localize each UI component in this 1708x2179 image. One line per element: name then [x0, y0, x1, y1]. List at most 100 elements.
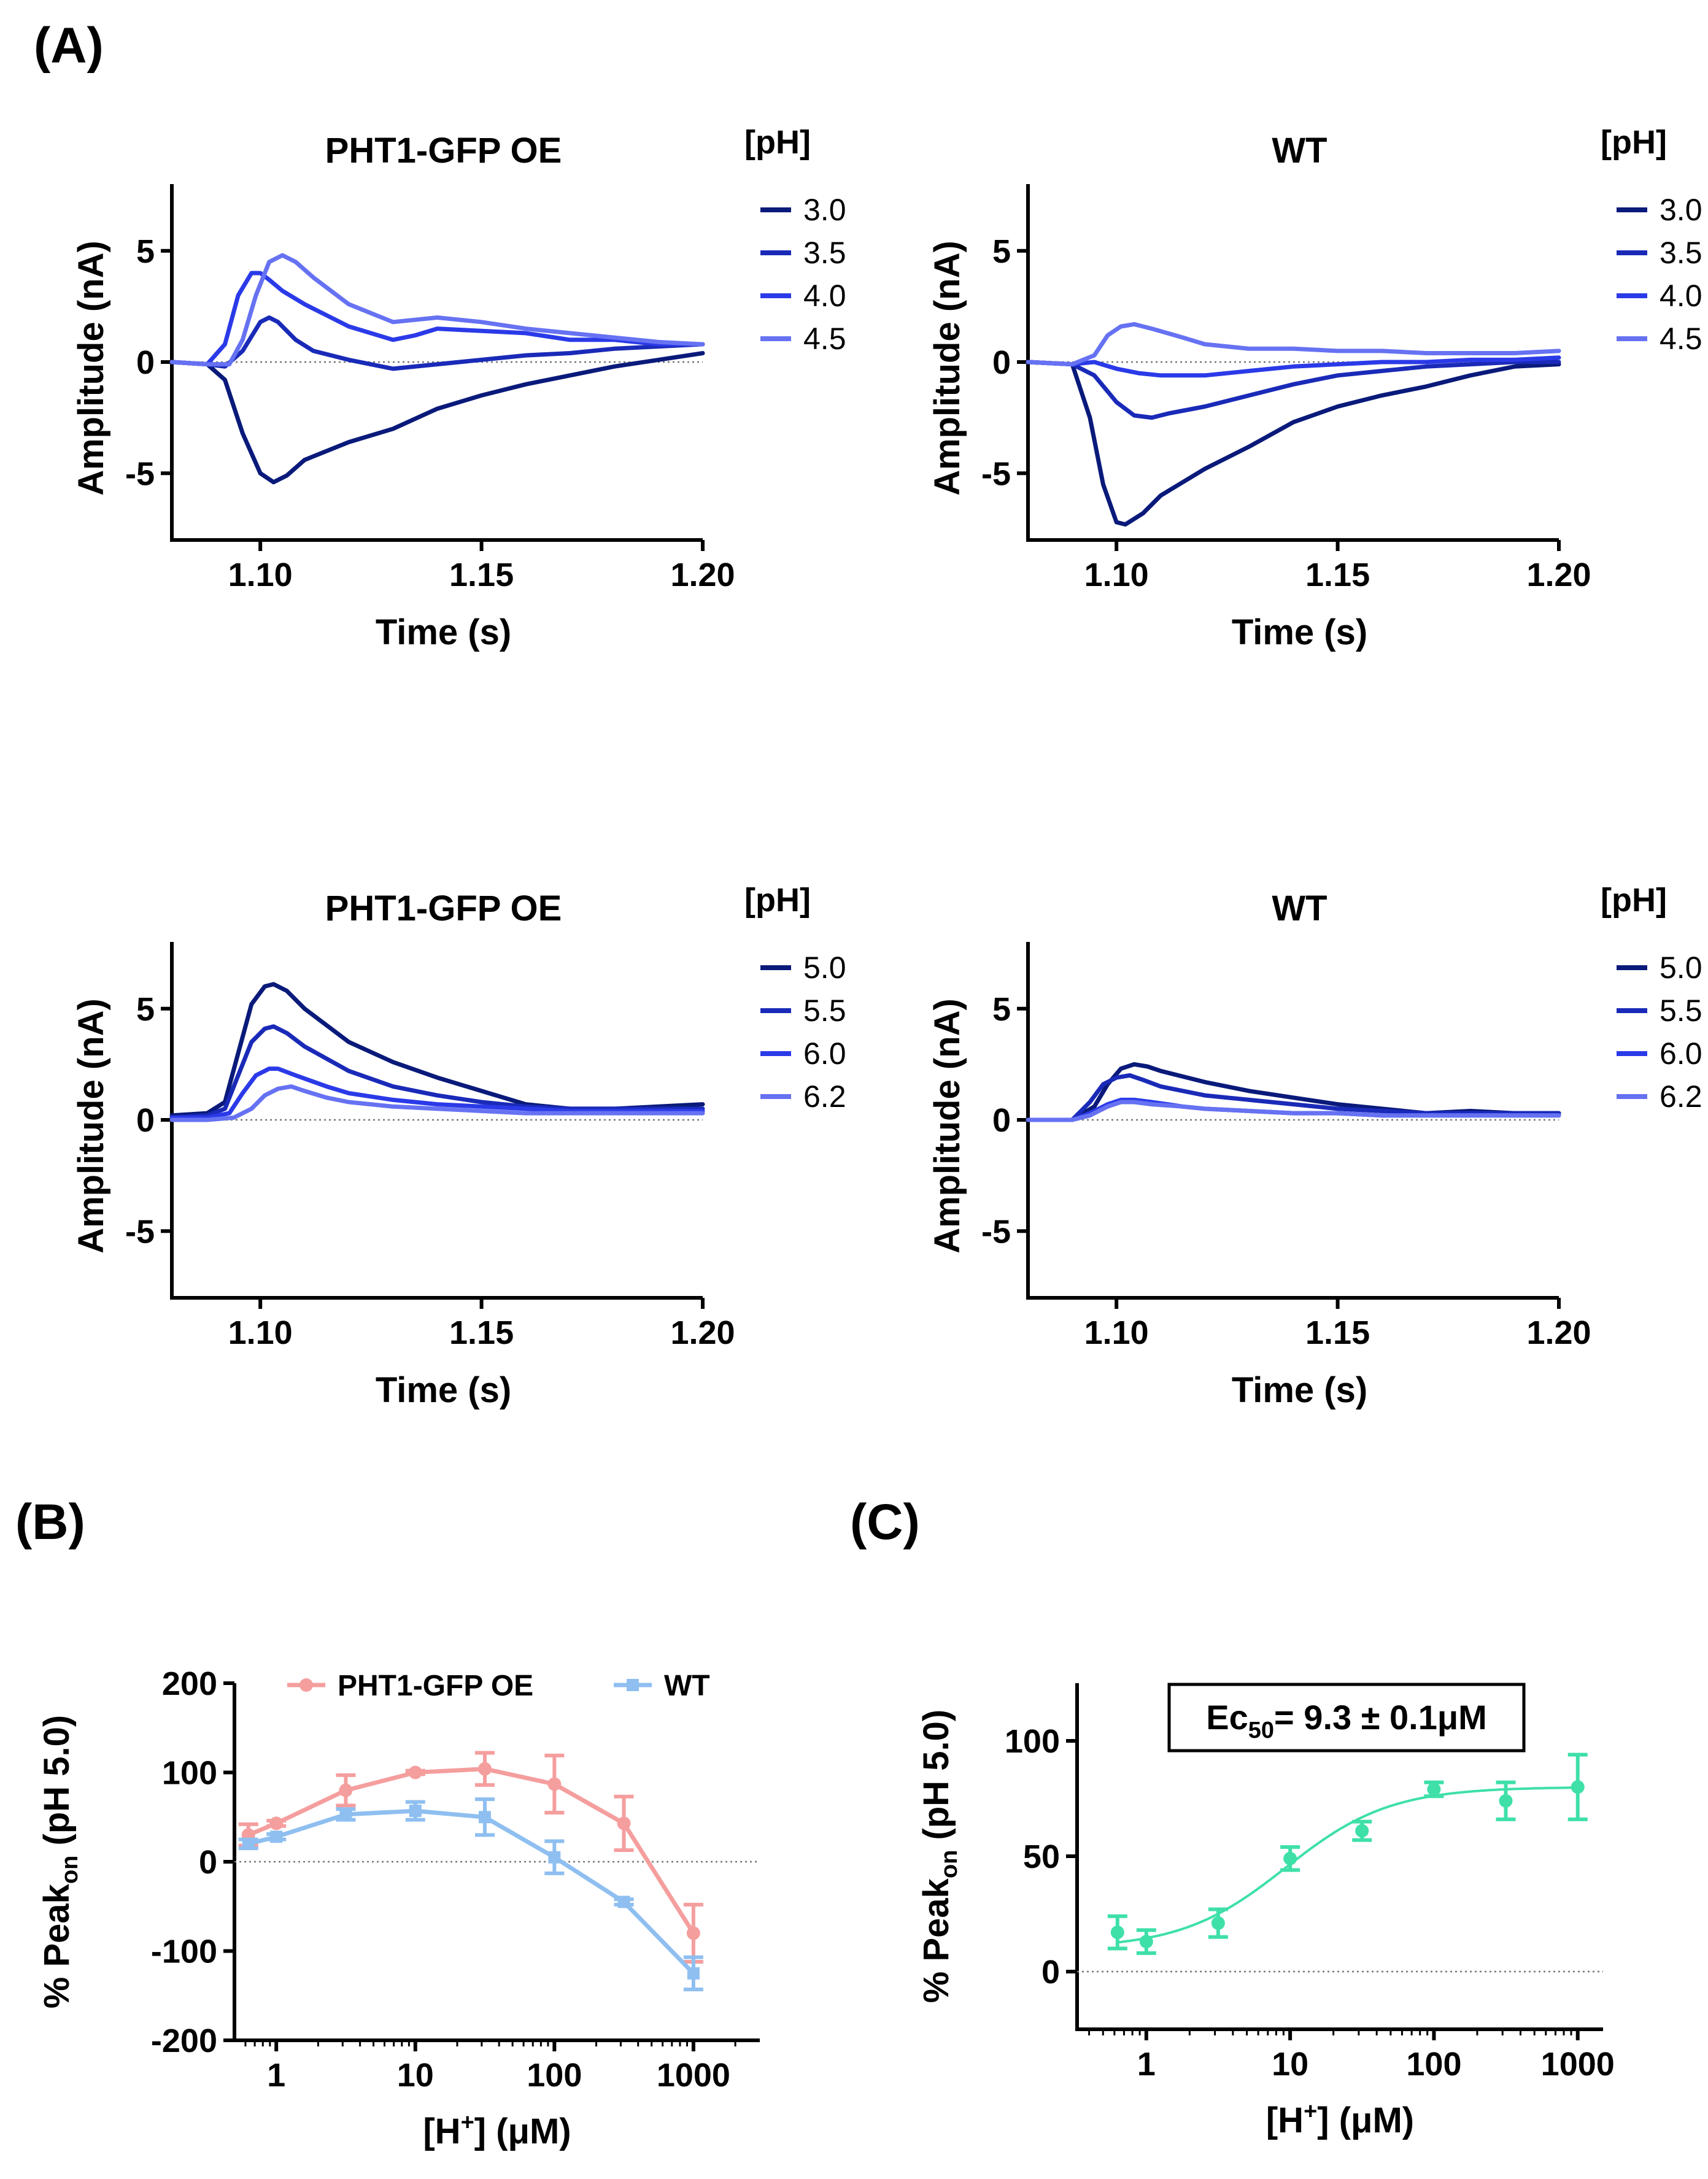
y-axis-label: Amplitude (nA) [71, 241, 111, 496]
y-tick-label: 0 [136, 1102, 155, 1139]
chart-title: WT [1272, 889, 1327, 928]
x-axis-label: [H+] (μM) [1266, 2099, 1414, 2140]
legend-label: 6.0 [1660, 1036, 1702, 1071]
x-tick-label: 10 [1272, 2046, 1308, 2083]
trace-ph-6.2 [1026, 1100, 1561, 1122]
y-axis-label: Amplitude (nA) [927, 241, 967, 496]
legend-label: 5.5 [803, 993, 846, 1028]
legend-label: 6.0 [803, 1036, 846, 1071]
data-point [547, 1777, 562, 1791]
legend-label: 3.5 [803, 236, 846, 270]
y-tick-label: -5 [125, 1213, 155, 1250]
trace-ph-4.5 [1026, 322, 1561, 367]
panel-label-b: (B) [15, 1494, 85, 1550]
x-tick-label: 100 [1406, 2046, 1461, 2083]
trace-ph-6.0 [169, 1066, 705, 1120]
panel-label-c: (C) [850, 1494, 920, 1550]
legend-label: 4.0 [1660, 279, 1702, 313]
x-tick-label: 1.10 [228, 557, 293, 593]
y-tick-label: 100 [1005, 1723, 1060, 1760]
legend-marker [627, 1679, 639, 1691]
data-point [339, 1808, 352, 1821]
data-point [1355, 1824, 1369, 1838]
data-point [478, 1811, 491, 1824]
x-tick-label: 1.10 [1084, 1314, 1149, 1351]
chart-title: PHT1-GFP OE [325, 889, 562, 928]
x-tick-label: 1000 [1541, 2046, 1615, 2083]
series-line [247, 1767, 695, 1935]
x-tick-label: 1.20 [670, 557, 735, 593]
legend-marker [299, 1678, 313, 1692]
y-tick-label: 5 [136, 991, 155, 1028]
data-point [339, 1783, 353, 1797]
legend-label: WT [664, 1670, 710, 1702]
data-point [1427, 1782, 1441, 1796]
x-axis-label: Time (s) [1232, 612, 1367, 652]
data-point [242, 1837, 255, 1850]
y-tick-label: 5 [136, 233, 155, 270]
legend-label: 3.0 [1660, 193, 1702, 227]
x-axis-label: [H+] (μM) [423, 2110, 571, 2151]
legend-label: 6.2 [803, 1079, 846, 1114]
y-tick-label: 5 [992, 233, 1011, 270]
legend-title: [pH] [1601, 124, 1667, 161]
chart-a1-pht1-oe-acid: 5 0 -5 1.10 1.15 1.20 PHT1-GFP OE Time (s) Ampli… [71, 124, 846, 652]
data-point [1499, 1794, 1513, 1808]
fit-curve [1117, 1786, 1578, 1944]
chart-a3-pht1-oe-mild: 5 0 -5 1.10 1.15 1.20 PHT1-GFP OE Time (s) Ampli… [71, 882, 846, 1410]
x-tick-label: 1 [1137, 2046, 1156, 2083]
data-point [548, 1851, 561, 1864]
ec50-box [1167, 1683, 1526, 1753]
x-tick-label: 1000 [657, 2057, 730, 2094]
data-point [270, 1830, 283, 1843]
x-tick-label: 1.20 [670, 1314, 735, 1351]
data-point [687, 1967, 700, 1980]
trace-ph-4.5 [169, 253, 705, 367]
y-tick-label: 50 [1023, 1838, 1060, 1875]
trace-ph-5.5 [1026, 1073, 1561, 1122]
y-tick-label: 0 [1041, 1954, 1060, 1991]
x-axis-label: Time (s) [376, 612, 511, 652]
chart-a2-wt-acid: 5 0 -5 1.10 1.15 1.20 WT Time (s) Amplitude (nA)… [927, 124, 1702, 652]
y-tick-label: 0 [136, 344, 155, 381]
data-point [686, 1926, 700, 1940]
trace-ph-5.5 [169, 1024, 705, 1120]
trace-ph-6.2 [169, 1084, 705, 1122]
data-point [617, 1896, 630, 1908]
chart-title: PHT1-GFP OE [325, 131, 562, 171]
legend-label: 5.5 [1660, 993, 1702, 1028]
data-point [408, 1765, 422, 1780]
legend-label: PHT1-GFP OE [338, 1670, 533, 1702]
legend-label: 5.0 [1660, 951, 1702, 985]
y-tick-label: 0 [992, 1102, 1011, 1139]
data-point [1110, 1926, 1124, 1940]
x-tick-label: 1.15 [449, 557, 514, 593]
trace-ph-4.0 [169, 271, 705, 367]
legend-label: 4.5 [803, 322, 846, 356]
data-point [1283, 1851, 1297, 1865]
trace-ph-4.0 [1026, 355, 1561, 378]
trace-ph-3.0 [169, 351, 705, 485]
legend-title: [pH] [744, 124, 811, 161]
data-point [1211, 1916, 1225, 1930]
trace-ph-3.0 [1026, 360, 1561, 527]
legend-label: 4.0 [803, 279, 846, 313]
x-tick-label: 10 [397, 2057, 434, 2094]
x-tick-label: 100 [527, 2057, 582, 2094]
x-tick-label: 1.10 [1084, 557, 1149, 593]
x-tick-label: 1 [267, 2057, 285, 2094]
x-axis-label: Time (s) [376, 1370, 511, 1410]
data-point [269, 1816, 284, 1830]
legend-label: 4.5 [1660, 322, 1702, 356]
y-tick-label: 0 [992, 344, 1011, 381]
y-tick-label: 0 [199, 1844, 217, 1881]
x-tick-label: 1.20 [1526, 557, 1591, 593]
y-axis-label: Amplitude (nA) [927, 998, 967, 1254]
legend-label: 3.0 [803, 193, 846, 227]
y-tick-label: -5 [981, 1213, 1011, 1250]
x-tick-label: 1.15 [1305, 557, 1370, 593]
y-tick-label: -100 [151, 1934, 217, 1970]
y-tick-label: -200 [151, 2023, 217, 2059]
